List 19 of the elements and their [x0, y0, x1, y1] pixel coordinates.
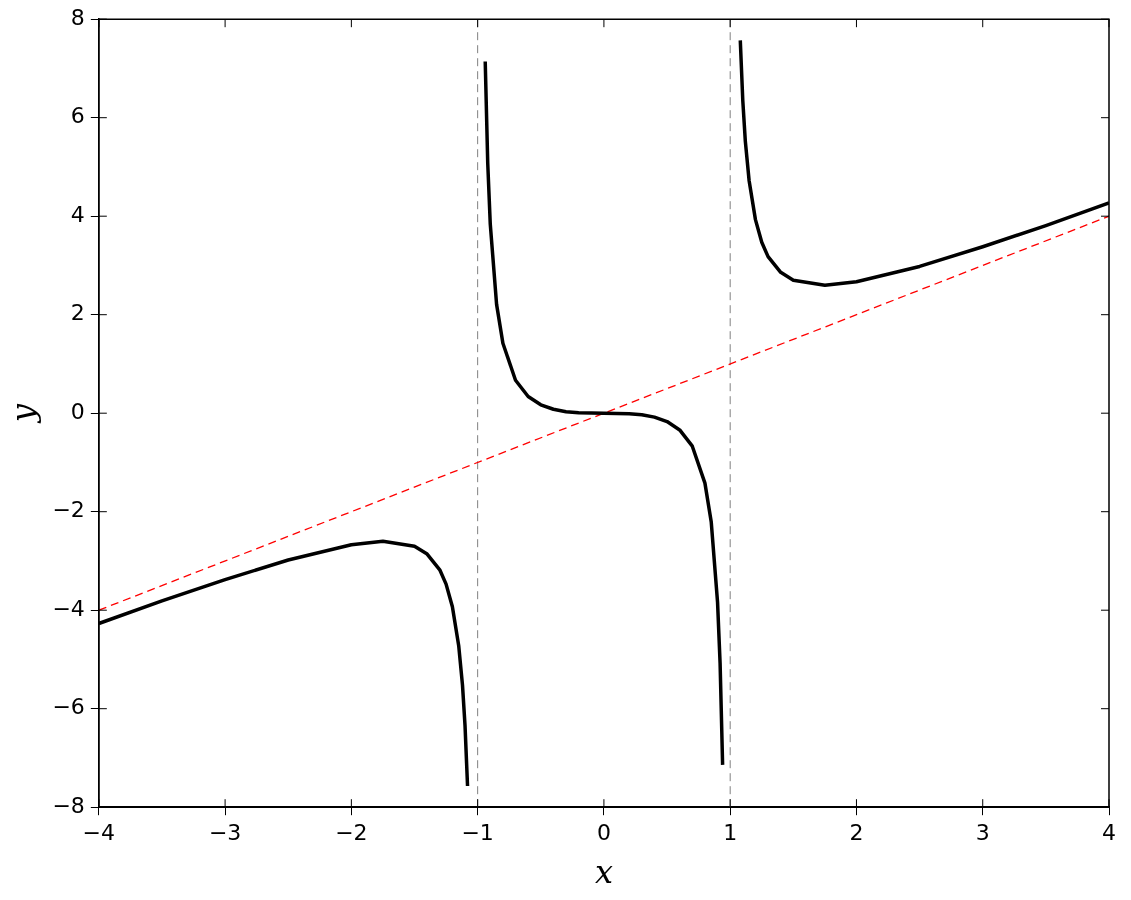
- y-tick-label: 8: [70, 4, 85, 30]
- x-axis-title: x: [594, 853, 613, 892]
- x-tick-label: 1: [723, 820, 738, 846]
- y-tick-label: −4: [52, 595, 85, 621]
- y-tick-label: −2: [52, 497, 85, 523]
- x-tick-label: −1: [461, 820, 494, 846]
- x-tick-label: 3: [975, 820, 990, 846]
- y-tick-label: 4: [70, 201, 85, 227]
- y-tick-label: −6: [52, 694, 85, 720]
- x-tick-label: −2: [335, 820, 368, 846]
- x-tick-label: 4: [1102, 820, 1116, 846]
- y-axis-title: y: [3, 403, 42, 425]
- x-tick-label: 2: [849, 820, 864, 846]
- y-tick-label: −8: [52, 792, 85, 818]
- x-tick-label: −3: [208, 820, 242, 846]
- y-tick-label: 6: [70, 103, 85, 129]
- y-tick-label: 2: [70, 300, 85, 326]
- x-tick-label: 0: [596, 820, 611, 846]
- y-tick-label: 0: [70, 398, 85, 424]
